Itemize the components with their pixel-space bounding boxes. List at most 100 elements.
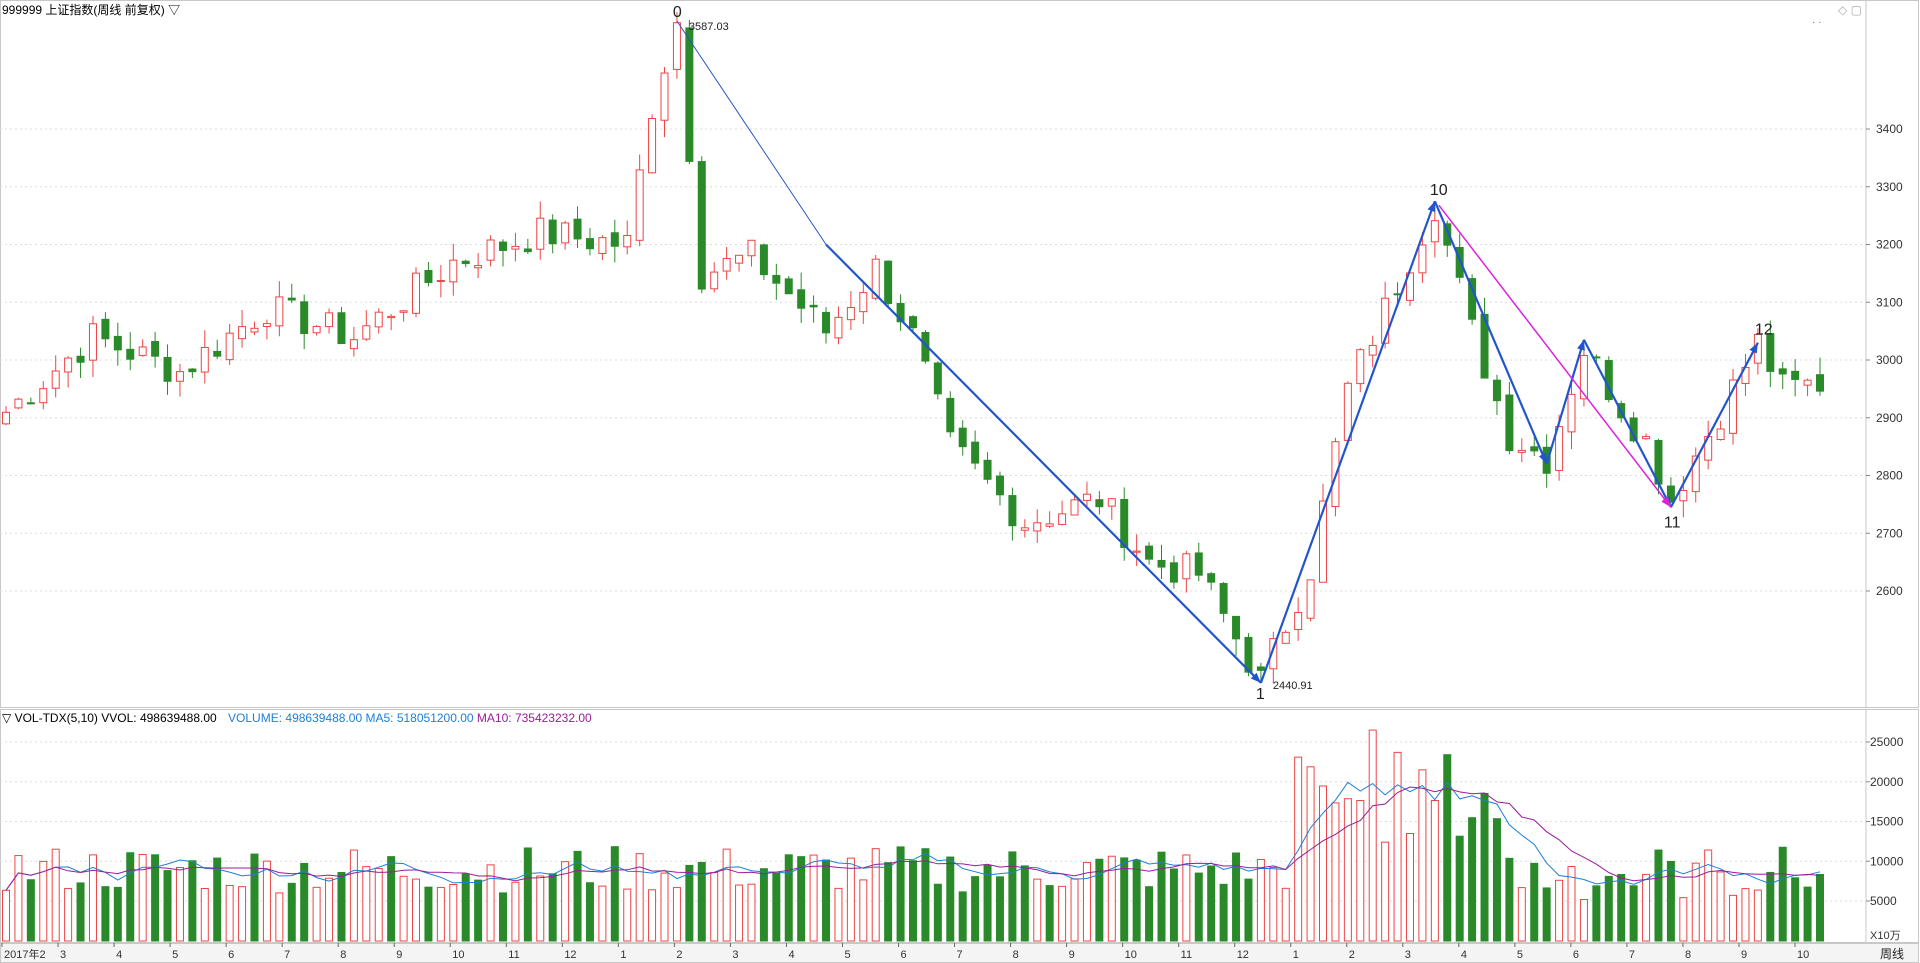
volume-bar — [2, 889, 10, 942]
time-axis-label: 2 — [1349, 949, 1355, 961]
time-axis-label: 11 — [508, 949, 519, 961]
volume-bar — [200, 888, 209, 942]
candle-body — [759, 244, 768, 276]
price-axis-label: 2700 — [1876, 526, 1903, 540]
candle-body — [461, 260, 470, 265]
volume-bar — [623, 888, 632, 942]
volume-chart[interactable]: 25000 20000 15000 10000 5000 X10万 — [0, 709, 1920, 943]
candle-body — [1145, 545, 1154, 560]
volume-bar — [1778, 846, 1787, 942]
restore-icon[interactable]: ▢ — [1850, 3, 1862, 17]
candle-body — [710, 271, 719, 290]
volume-bar — [685, 864, 694, 942]
volume-bar — [412, 878, 421, 942]
candle-body — [26, 402, 35, 405]
volume-bar — [1306, 766, 1315, 942]
candle-body — [2, 411, 10, 425]
price-axis-label: 2900 — [1876, 411, 1903, 425]
candle-body — [672, 22, 681, 70]
volume-bar — [697, 861, 706, 942]
candle-body — [697, 161, 706, 290]
period-button[interactable]: 周线 — [1880, 947, 1904, 961]
volume-axis-label: 20000 — [1870, 775, 1904, 789]
candle-body — [14, 398, 23, 409]
candle-body — [1207, 573, 1216, 583]
time-axis-label: 8 — [1685, 949, 1691, 961]
volume-bar — [946, 856, 955, 942]
volume-bar — [1269, 866, 1278, 942]
volume-bar — [1443, 754, 1452, 942]
volume-header[interactable]: ▽ VOL-TDX(5,10) VVOL: 498639488.00 VOLUM… — [2, 711, 592, 725]
volume-bar — [26, 879, 35, 942]
candle-body — [1579, 355, 1588, 400]
volume-bar — [1617, 874, 1626, 942]
candle-body — [1517, 449, 1526, 453]
volume-bar — [511, 881, 520, 942]
candle-body — [598, 237, 607, 254]
volume-bar — [1567, 866, 1576, 942]
volume-axis-label: 10000 — [1870, 854, 1904, 868]
volume-bar — [1232, 852, 1241, 942]
window-controls[interactable]: ◇ ▢ — [1838, 3, 1862, 17]
volume-bar — [648, 889, 657, 942]
candle-body — [349, 339, 358, 350]
candle-body — [1492, 379, 1501, 402]
volume-bar — [1020, 865, 1029, 942]
candle-body — [1691, 455, 1700, 493]
volume-bar — [1816, 873, 1824, 942]
volume-bar — [151, 854, 160, 942]
dropdown-icon[interactable]: ▽ — [168, 3, 181, 17]
volume-indicator-name[interactable]: ▽ VOL-TDX(5,10) — [2, 711, 98, 725]
price-pane[interactable]: 3400 3300 3200 3100 3000 2900 2800 2700 2600 0 1 10… — [0, 0, 1920, 708]
time-axis-label: 10 — [1797, 949, 1809, 961]
volume-bar — [548, 873, 557, 942]
candle-body — [585, 238, 594, 250]
candle-body — [1306, 579, 1315, 619]
candle-body — [809, 304, 818, 308]
time-axis-label: 7 — [284, 949, 290, 961]
wave-label: 12 — [1755, 322, 1773, 339]
wave-arrow-a-b — [1545, 339, 1585, 465]
price-axis-label: 3000 — [1876, 353, 1903, 367]
candle-body — [1120, 498, 1129, 548]
candle-body — [1219, 583, 1228, 614]
indicator-dots: · · — [1812, 17, 1822, 28]
volume-bar — [1107, 855, 1116, 942]
candle-body — [1418, 244, 1427, 274]
candle-body — [175, 371, 184, 382]
volume-bar — [1157, 851, 1166, 942]
float-icon[interactable]: ◇ — [1838, 3, 1848, 17]
candle-body — [64, 357, 73, 373]
volume-bar — [14, 855, 23, 942]
candle-body — [275, 296, 284, 327]
volume-bar — [909, 860, 917, 942]
candle-body — [1082, 493, 1091, 501]
volume-bar — [262, 860, 271, 942]
symbol-title-bar[interactable]: 999999 上证指数(周线 前复权) ▽ — [2, 3, 180, 17]
candle-body — [1480, 313, 1489, 379]
candle-body — [424, 269, 433, 283]
candle-body — [1443, 223, 1452, 246]
candle-body — [561, 222, 570, 244]
volume-bar — [1629, 885, 1638, 942]
time-axis-label: 2017年2 — [4, 947, 46, 961]
volume-bar — [498, 892, 507, 942]
volume-axis-label: 25000 — [1870, 735, 1904, 749]
candle-body — [1530, 446, 1539, 452]
volume-bar — [1381, 841, 1390, 942]
volume-bar — [933, 883, 942, 942]
candle-body — [1157, 559, 1166, 568]
candle-body — [660, 72, 669, 121]
wave-arrow-11-12-head — [1749, 342, 1758, 354]
candle-body — [362, 325, 371, 340]
volume-bar — [76, 882, 85, 942]
candlestick-chart[interactable]: 3400 3300 3200 3100 3000 2900 2800 2700 2600 0 1 10… — [0, 0, 1920, 708]
price-axis-label: 3200 — [1876, 238, 1903, 252]
volume-bar — [138, 853, 147, 942]
time-axis-label: 8 — [340, 949, 346, 961]
volume-bar — [374, 867, 383, 942]
candle-body — [188, 368, 197, 373]
volume-pane[interactable]: 25000 20000 15000 10000 5000 X10万 ▽ VOL-TDX(5… — [0, 709, 1920, 943]
time-axis-label: 5 — [844, 949, 850, 961]
wave-label: 0 — [673, 4, 682, 21]
